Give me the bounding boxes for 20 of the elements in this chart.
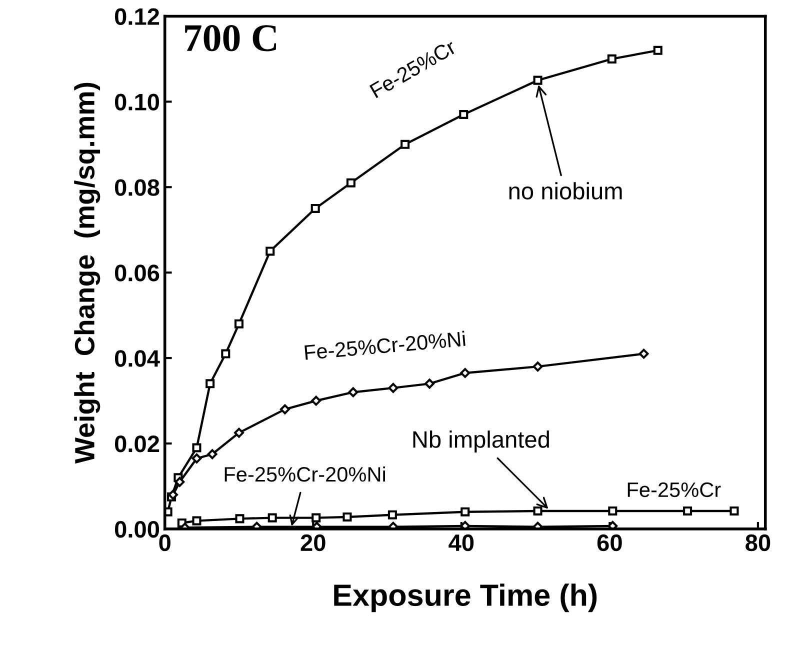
annotation: 700 C <box>185 25 276 52</box>
y-tick-label: 0.06 <box>114 264 160 282</box>
y-tick-label: 0.02 <box>114 436 160 452</box>
series-label: Fe-25%Cr-20%Ni <box>304 330 466 360</box>
y-axis-title: Weight Change (mg/sq.mm) <box>74 82 100 464</box>
x-tick-label: 20 <box>300 534 326 552</box>
x-tick-label: 60 <box>597 534 622 552</box>
x-tick-label: 40 <box>448 534 474 552</box>
y-tick-label: 0.04 <box>114 350 160 367</box>
x-axis-title: Exposure Time (h) <box>334 584 597 612</box>
annotation: Fe-25%Cr-20%Ni <box>224 466 385 482</box>
annotation: Nb implanted <box>413 430 549 453</box>
annotation: no niobium <box>509 182 622 200</box>
y-tick-label: 0.12 <box>114 8 160 26</box>
y-tick-label: 0.10 <box>114 94 160 110</box>
annotation: Fe-25%Cr <box>628 482 721 498</box>
x-tick-label: 80 <box>746 534 770 552</box>
x-tick-label: 0 <box>159 534 170 552</box>
y-tick-label: 0.00 <box>114 521 160 538</box>
y-tick-label: 0.08 <box>114 179 160 196</box>
